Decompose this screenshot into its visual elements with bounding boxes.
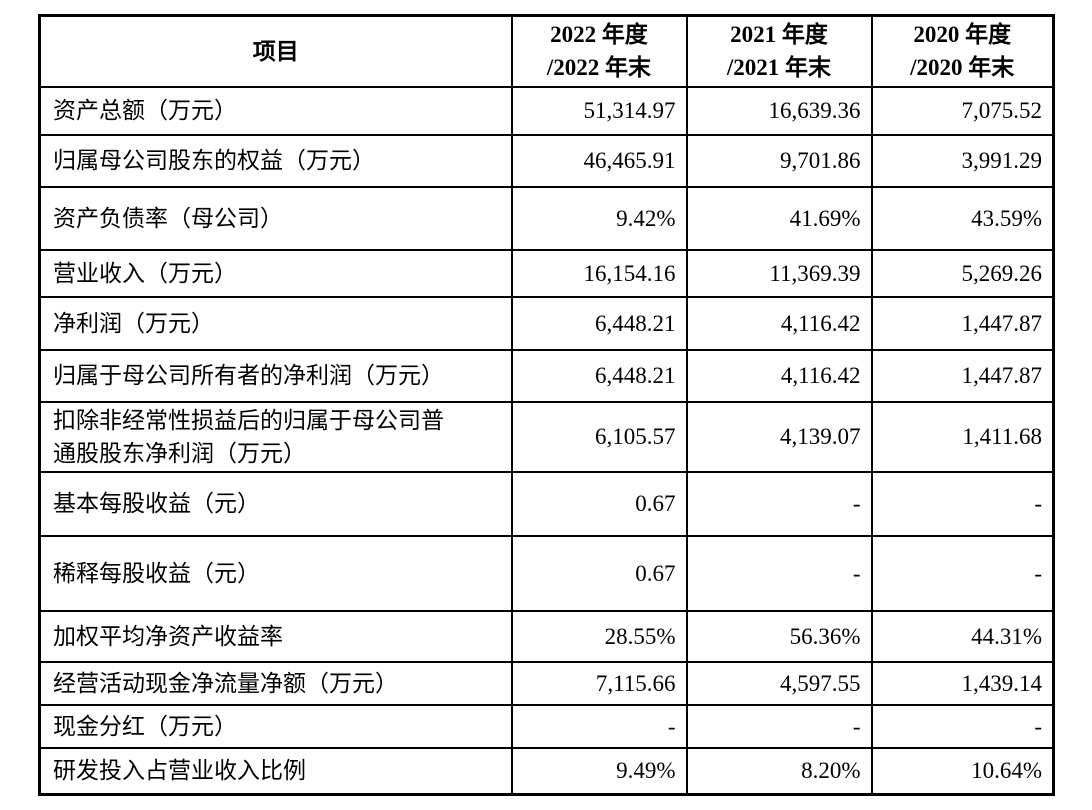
table-row: 稀释每股收益（元） 0.67 - - bbox=[38, 534, 1055, 612]
value-2022: 0.67 bbox=[510, 470, 688, 537]
table-row: 扣除非经常性损益后的归属于母公司普通股股东净利润（万元） 6,105.57 4,… bbox=[38, 400, 1055, 473]
value-2022: 9.42% bbox=[510, 185, 688, 251]
table-row: 经营活动现金净流量净额（万元） 7,115.66 4,597.55 1,439.… bbox=[38, 660, 1055, 706]
header-year-2022-line2: /2022 年末 bbox=[546, 55, 652, 81]
value-2020: 43.59% bbox=[870, 185, 1055, 251]
table-row: 基本每股收益（元） 0.67 - - bbox=[38, 470, 1055, 537]
value-2021: - bbox=[685, 534, 873, 612]
value-2022: 6,448.21 bbox=[510, 295, 688, 351]
value-2022: 51,314.97 bbox=[510, 85, 688, 136]
value-2020: - bbox=[870, 534, 1055, 612]
value-2022: 6,448.21 bbox=[510, 348, 688, 403]
table-row: 研发投入占营业收入比例 9.49% 8.20% 10.64% bbox=[38, 746, 1055, 796]
value-2022: - bbox=[510, 703, 688, 749]
value-2020: 5,269.26 bbox=[870, 248, 1055, 298]
row-label: 归属于母公司所有者的净利润（万元） bbox=[38, 348, 513, 403]
value-2020: 44.31% bbox=[870, 609, 1055, 663]
value-2021: 9,701.86 bbox=[685, 133, 873, 188]
row-label: 研发投入占营业收入比例 bbox=[38, 746, 513, 796]
table-row: 归属于母公司所有者的净利润（万元） 6,448.21 4,116.42 1,44… bbox=[38, 348, 1055, 403]
value-2021: 4,116.42 bbox=[685, 348, 873, 403]
table-row: 营业收入（万元） 16,154.16 11,369.39 5,269.26 bbox=[38, 248, 1055, 298]
row-label: 资产负债率（母公司） bbox=[38, 185, 513, 251]
header-year-2021-line2: /2021 年末 bbox=[726, 55, 832, 81]
header-year-2021-line1: 2021 年度 bbox=[730, 22, 828, 48]
value-2020: 10.64% bbox=[870, 746, 1055, 796]
value-2022: 28.55% bbox=[510, 609, 688, 663]
table-row: 资产负债率（母公司） 9.42% 41.69% 43.59% bbox=[38, 185, 1055, 251]
value-2021: 41.69% bbox=[685, 185, 873, 251]
value-2021: 8.20% bbox=[685, 746, 873, 796]
value-2021: 4,139.07 bbox=[685, 400, 873, 473]
value-2020: 7,075.52 bbox=[870, 85, 1055, 136]
row-label: 经营活动现金净流量净额（万元） bbox=[38, 660, 513, 706]
row-label: 稀释每股收益（元） bbox=[38, 534, 513, 612]
header-year-2022-line1: 2022 年度 bbox=[550, 22, 648, 48]
table-row: 净利润（万元） 6,448.21 4,116.42 1,447.87 bbox=[38, 295, 1055, 351]
row-label: 归属母公司股东的权益（万元） bbox=[38, 133, 513, 188]
row-label: 净利润（万元） bbox=[38, 295, 513, 351]
value-2020: 1,447.87 bbox=[870, 348, 1055, 403]
row-label: 现金分红（万元） bbox=[38, 703, 513, 749]
header-year-2020-line2: /2020 年末 bbox=[910, 55, 1015, 81]
value-2021: 4,116.42 bbox=[685, 295, 873, 351]
value-2021: - bbox=[685, 470, 873, 537]
financial-summary-table: 项目 2022 年度 /2022 年末 2021 年度 /2021 年末 202… bbox=[38, 14, 1055, 796]
header-item: 项目 bbox=[38, 14, 513, 88]
header-year-2020-line1: 2020 年度 bbox=[913, 22, 1012, 48]
value-2022: 0.67 bbox=[510, 534, 688, 612]
value-2021: 4,597.55 bbox=[685, 660, 873, 706]
table-row: 现金分红（万元） - - - bbox=[38, 703, 1055, 749]
row-label: 扣除非经常性损益后的归属于母公司普通股股东净利润（万元） bbox=[38, 400, 513, 473]
row-label: 加权平均净资产收益率 bbox=[38, 609, 513, 663]
header-year-2022: 2022 年度 /2022 年末 bbox=[510, 14, 688, 88]
value-2020: 1,439.14 bbox=[870, 660, 1055, 706]
value-2022: 16,154.16 bbox=[510, 248, 688, 298]
table-row: 归属母公司股东的权益（万元） 46,465.91 9,701.86 3,991.… bbox=[38, 133, 1055, 188]
value-2022: 46,465.91 bbox=[510, 133, 688, 188]
value-2022: 6,105.57 bbox=[510, 400, 688, 473]
value-2020: 3,991.29 bbox=[870, 133, 1055, 188]
value-2021: - bbox=[685, 703, 873, 749]
value-2020: 1,447.87 bbox=[870, 295, 1055, 351]
value-2021: 56.36% bbox=[685, 609, 873, 663]
value-2020: 1,411.68 bbox=[870, 400, 1055, 473]
header-year-2020: 2020 年度 /2020 年末 bbox=[870, 14, 1055, 88]
value-2022: 9.49% bbox=[510, 746, 688, 796]
row-label: 资产总额（万元） bbox=[38, 85, 513, 136]
table-row: 加权平均净资产收益率 28.55% 56.36% 44.31% bbox=[38, 609, 1055, 663]
value-2021: 11,369.39 bbox=[685, 248, 873, 298]
row-label: 基本每股收益（元） bbox=[38, 470, 513, 537]
row-label: 营业收入（万元） bbox=[38, 248, 513, 298]
value-2022: 7,115.66 bbox=[510, 660, 688, 706]
value-2020: - bbox=[870, 470, 1055, 537]
table-row: 资产总额（万元） 51,314.97 16,639.36 7,075.52 bbox=[38, 85, 1055, 136]
header-year-2021: 2021 年度 /2021 年末 bbox=[685, 14, 873, 88]
value-2021: 16,639.36 bbox=[685, 85, 873, 136]
value-2020: - bbox=[870, 703, 1055, 749]
table-header-row: 项目 2022 年度 /2022 年末 2021 年度 /2021 年末 202… bbox=[38, 14, 1055, 88]
